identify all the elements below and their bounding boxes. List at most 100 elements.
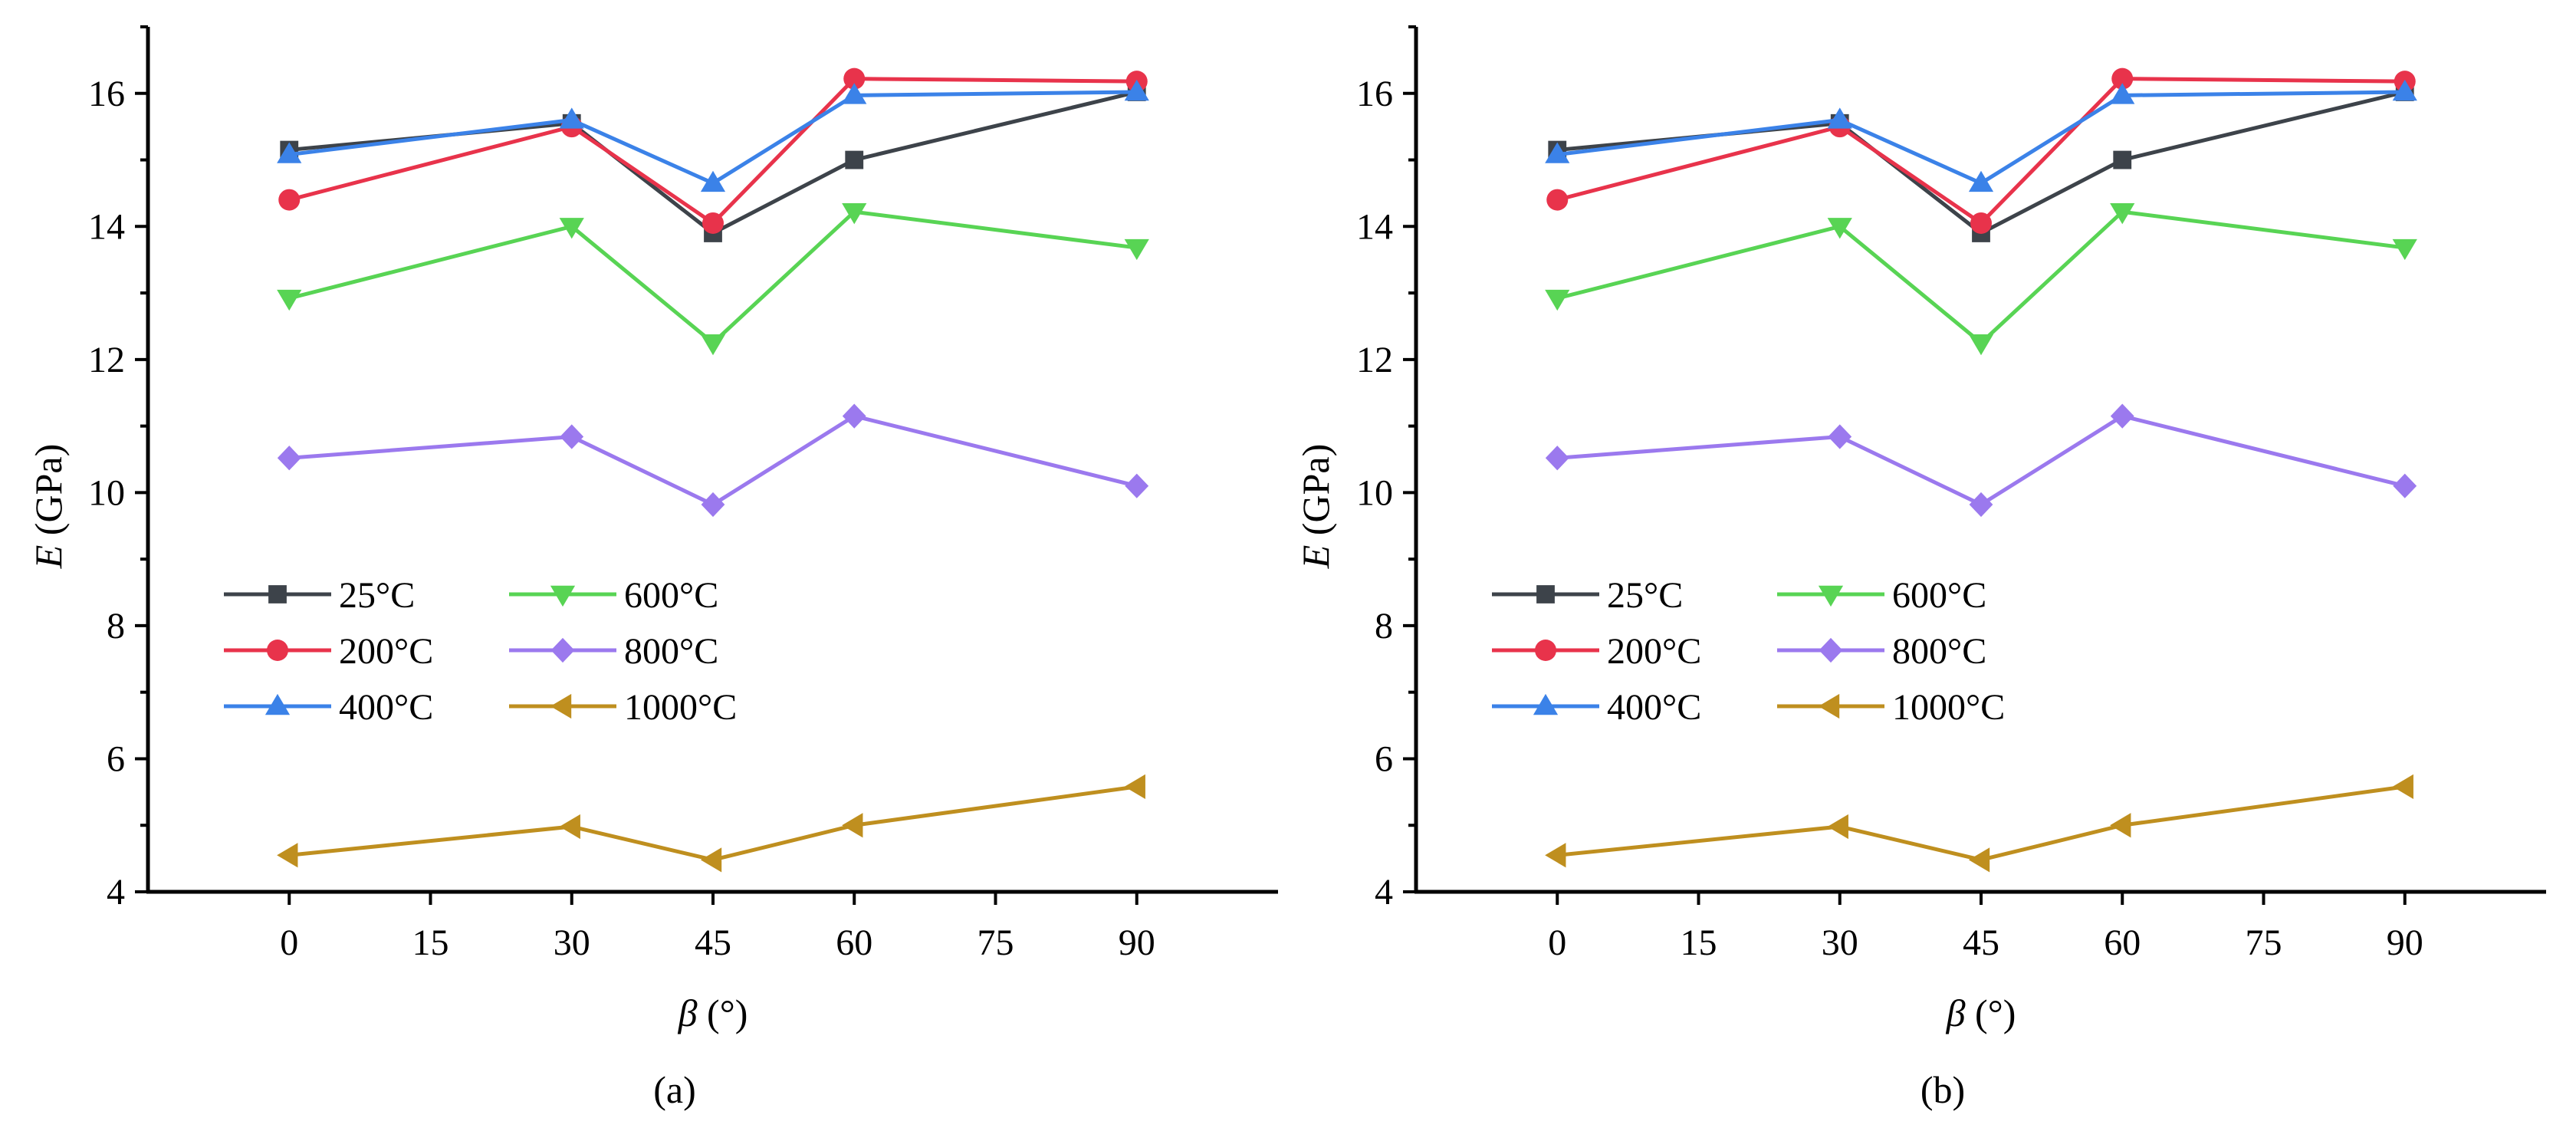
y-axis-title: E (GPa)	[1294, 444, 1337, 569]
y-tick-label: 6	[1375, 738, 1393, 779]
legend-marker	[1533, 693, 1559, 715]
legend-marker	[1535, 640, 1556, 661]
data-point	[1827, 107, 1852, 129]
series-400C	[1545, 79, 2417, 192]
x-axis-title: β (°)	[1946, 992, 2016, 1034]
y-tick-label: 4	[107, 872, 125, 913]
legend-label: 400°C	[1607, 687, 1701, 728]
x-tick-label: 30	[554, 922, 590, 963]
data-point	[1545, 446, 1569, 471]
data-point	[1968, 334, 1994, 356]
x-tick-label: 45	[695, 922, 731, 963]
x-axis-symbol: β	[678, 992, 698, 1034]
y-tick-label: 16	[88, 74, 125, 114]
series-400C	[277, 79, 1149, 192]
data-point	[2110, 403, 2134, 429]
data-point	[1970, 212, 1992, 234]
data-point	[700, 170, 726, 192]
data-point	[845, 150, 864, 169]
data-point	[702, 212, 724, 234]
y-tick-label: 8	[1375, 606, 1393, 646]
y-tick-label: 16	[1356, 74, 1393, 114]
legend-marker	[1819, 637, 1843, 663]
data-point	[1124, 774, 1145, 800]
series-line	[1556, 77, 2405, 226]
data-point	[2392, 79, 2417, 101]
legend-label: 1000°C	[624, 687, 737, 728]
legend-marker	[1536, 585, 1555, 603]
data-point	[701, 492, 725, 518]
legend-marker	[1818, 693, 1840, 719]
series-1000C	[1545, 774, 2413, 873]
data-point	[1124, 238, 1149, 261]
series-800C	[1545, 403, 2417, 518]
legend-item: 200°C	[224, 631, 433, 672]
y-tick-label: 6	[107, 738, 125, 779]
legend-label: 800°C	[624, 631, 718, 672]
legend-item: 600°C	[1777, 575, 1986, 616]
series-line	[289, 413, 1138, 507]
data-point	[278, 189, 301, 211]
legend-item: 800°C	[1777, 631, 1986, 672]
legend-label: 200°C	[339, 631, 433, 672]
y-axis-symbol: E	[27, 545, 70, 570]
data-point	[1828, 424, 1852, 449]
data-point	[1545, 142, 1570, 163]
data-point	[560, 424, 584, 449]
legend-item: 200°C	[1492, 631, 1701, 672]
chart-panel-b: 4 6 8 10 12 14 16 0 15 30 45 60 75 90 β (°) E (GPa) 25°C…	[1294, 25, 2546, 1111]
data-point	[2111, 67, 2134, 90]
chart-panel-a: 4 6 8 10 12 14 16 0 15 30 45 60 75 90 β (°) E (GPa) 25°C…	[27, 25, 1278, 1111]
x-tick-label: 30	[1822, 922, 1858, 963]
data-point	[1968, 847, 1990, 873]
y-axis-unit: (GPa)	[27, 444, 70, 545]
data-point	[559, 218, 584, 239]
series-600C	[1545, 203, 2417, 356]
series-line	[1557, 413, 2406, 507]
x-tick-label: 60	[2104, 922, 2141, 963]
x-axis-title: β (°)	[678, 992, 748, 1034]
legend-label: 800°C	[1892, 631, 1986, 672]
data-point	[277, 142, 302, 163]
series-line	[288, 90, 1137, 186]
panel-label: (b)	[1921, 1068, 1965, 1111]
legend-label: 200°C	[1607, 631, 1701, 672]
data-point	[2113, 150, 2132, 169]
x-tick-label: 45	[1963, 922, 1999, 963]
y-tick-label: 10	[88, 472, 125, 513]
data-point	[2392, 238, 2417, 261]
data-point	[700, 334, 726, 356]
legend: 25°C 200°C 400°C 600°C 800°C 1000°C	[1492, 575, 2005, 728]
series-line	[1557, 90, 2406, 235]
y-tick-label: 12	[88, 340, 125, 380]
x-tick-label: 0	[280, 922, 298, 963]
data-point	[842, 83, 867, 104]
data-point	[2110, 203, 2135, 225]
legend-item: 400°C	[224, 687, 433, 728]
data-point	[842, 203, 867, 225]
x-tick-label: 90	[2387, 922, 2423, 963]
legend-marker	[267, 640, 288, 661]
series-800C	[277, 403, 1149, 518]
legend-marker	[1818, 585, 1844, 607]
legend-item: 400°C	[1492, 687, 1701, 728]
data-point	[1827, 218, 1852, 239]
legend-item: 1000°C	[1777, 687, 2005, 728]
data-point	[843, 67, 866, 90]
x-axis-symbol: β	[1946, 992, 1966, 1034]
data-point	[277, 843, 298, 868]
data-point	[2110, 813, 2131, 838]
data-point	[277, 289, 302, 311]
data-point	[1545, 289, 1570, 311]
legend-item: 1000°C	[509, 687, 737, 728]
y-tick-label: 12	[1356, 340, 1393, 380]
data-point	[2110, 83, 2135, 104]
series-200C	[278, 67, 1148, 234]
data-point	[277, 446, 301, 471]
legend-marker	[550, 585, 576, 607]
x-axis-unit: (°)	[698, 992, 748, 1034]
series-line	[289, 90, 1138, 235]
series-line	[1556, 90, 2405, 186]
data-point	[1968, 170, 1994, 192]
